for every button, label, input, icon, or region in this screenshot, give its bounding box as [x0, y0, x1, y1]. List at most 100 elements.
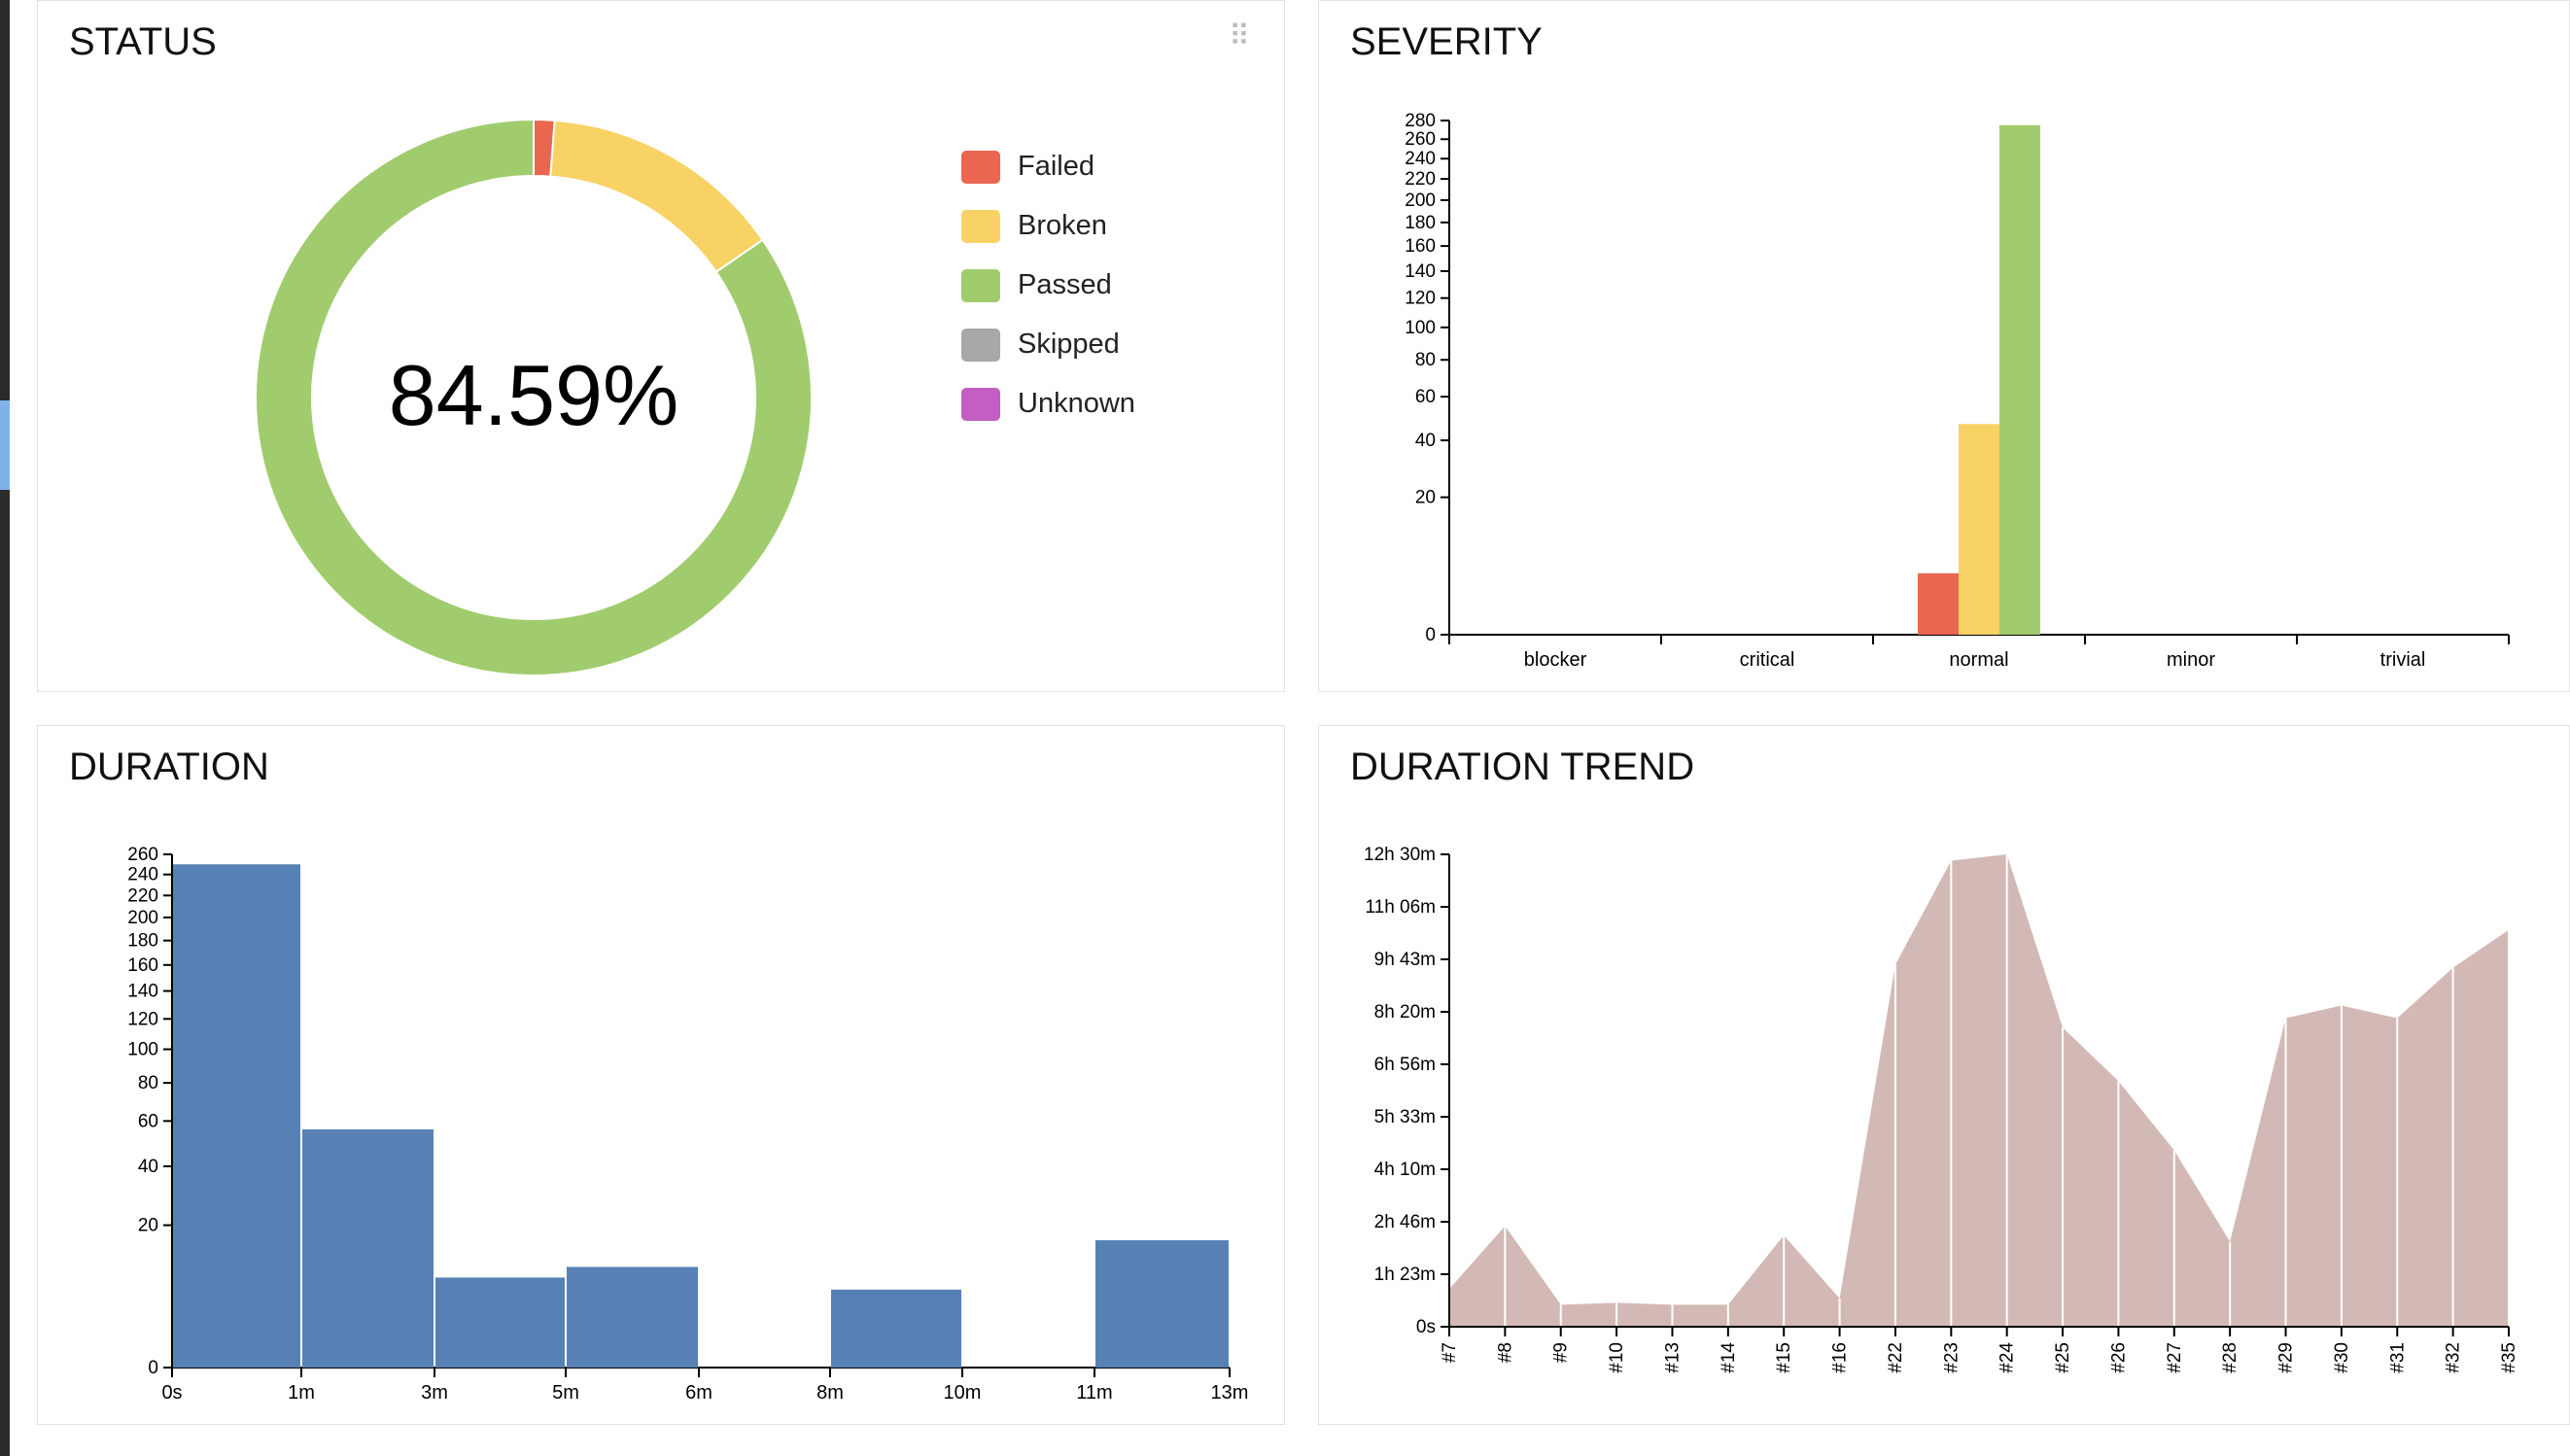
- x-tick-label: #8: [1495, 1342, 1515, 1363]
- legend-swatch: [961, 150, 1000, 184]
- duration-trend-area: [1449, 854, 2509, 1327]
- duration-trend-widget-title: DURATION TREND: [1350, 745, 1695, 788]
- x-tick-label: #35: [2499, 1342, 2519, 1373]
- x-tick-label: trivial: [2380, 649, 2426, 671]
- x-tick-label: 1m: [288, 1382, 315, 1404]
- histogram-bar-3m-5m: [435, 1277, 565, 1368]
- legend-label: Broken: [1018, 210, 1107, 241]
- legend-label: Passed: [1018, 269, 1112, 300]
- x-tick-label: #16: [1830, 1342, 1851, 1373]
- y-tick-label: 180: [127, 931, 158, 952]
- histogram-bar-1m-3m: [302, 1128, 434, 1368]
- drag-handle-icon[interactable]: ⠿: [1229, 20, 1250, 52]
- x-tick-label: blocker: [1524, 649, 1587, 671]
- x-tick-label: 11m: [1076, 1382, 1112, 1404]
- y-tick-label: 60: [138, 1111, 158, 1131]
- y-tick-label: 11h 06m: [1365, 897, 1436, 918]
- severity-widget-title: SEVERITY: [1350, 20, 1543, 63]
- y-tick-label: 20: [1415, 488, 1436, 508]
- y-tick-label: 80: [138, 1073, 158, 1093]
- legend-swatch: [961, 387, 1000, 421]
- y-tick-label: 220: [1405, 169, 1436, 190]
- y-tick-label: 6h 56m: [1374, 1055, 1436, 1075]
- y-tick-label: 260: [1405, 129, 1436, 150]
- y-tick-label: 100: [1405, 318, 1436, 338]
- y-tick-label: 2h 46m: [1374, 1212, 1436, 1232]
- x-tick-label: 5m: [552, 1382, 579, 1404]
- status-widget: STATUS ⠿ 84.59% Failed Broken Passed Skippe…: [37, 0, 1285, 692]
- y-tick-label: 12h 30m: [1364, 845, 1436, 865]
- histogram-bar-0s-1m: [173, 864, 300, 1368]
- y-tick-label: 8h 20m: [1374, 1002, 1436, 1023]
- x-tick-label: #15: [1774, 1342, 1794, 1373]
- y-tick-label: 140: [1405, 261, 1436, 282]
- x-tick-label: #28: [2220, 1342, 2240, 1373]
- x-tick-label: 8m: [816, 1382, 844, 1404]
- y-tick-label: 240: [127, 865, 158, 885]
- x-tick-label: 6m: [685, 1382, 712, 1404]
- x-tick-label: #22: [1886, 1342, 1906, 1373]
- x-tick-label: #32: [2444, 1342, 2464, 1373]
- y-tick-label: 0s: [1416, 1317, 1436, 1337]
- y-tick-label: 260: [127, 845, 158, 865]
- legend-item-skipped[interactable]: Skipped: [961, 315, 1135, 374]
- scroll-indicator[interactable]: [0, 400, 10, 490]
- x-tick-label: #25: [2053, 1342, 2073, 1373]
- window-edge: [0, 0, 10, 1456]
- x-tick-label: #9: [1551, 1342, 1572, 1363]
- bar-normal-failed: [1918, 572, 1959, 635]
- severity-widget: SEVERITY 0 20 40 60 80 100 120 140 160 180 200 220 2…: [1318, 0, 2570, 692]
- legend-item-broken[interactable]: Broken: [961, 196, 1135, 256]
- y-tick-label: 280: [1405, 111, 1436, 131]
- donut-slice-broken: [549, 119, 765, 274]
- y-tick-label: 60: [1415, 387, 1436, 407]
- y-tick-label: 200: [1405, 191, 1436, 211]
- y-tick-label: 4h 10m: [1374, 1160, 1436, 1180]
- y-tick-label: 160: [1405, 236, 1436, 257]
- x-tick-label: #10: [1607, 1342, 1627, 1373]
- legend-item-unknown[interactable]: Unknown: [961, 374, 1135, 433]
- duration-widget: DURATION 0 20 40 60 80 100 120 140 160 180 200 220 2…: [37, 725, 1285, 1425]
- y-tick-label: 120: [1405, 289, 1436, 309]
- x-tick-label: #23: [1941, 1342, 1962, 1373]
- histogram-bar-11m-13m: [1095, 1240, 1229, 1368]
- y-tick-label: 1h 23m: [1374, 1265, 1436, 1285]
- x-tick-label: minor: [2167, 649, 2215, 671]
- y-tick-label: 140: [127, 982, 158, 1002]
- duration-trend-widget: DURATION TREND 0s 1h 23m 2h 46m 4h 10m 5h 33…: [1318, 725, 2570, 1425]
- x-tick-label: #14: [1719, 1342, 1739, 1373]
- bar-normal-passed: [1999, 124, 2040, 635]
- status-percentage: 84.59%: [389, 347, 678, 443]
- y-tick-label: 40: [138, 1157, 158, 1177]
- legend-swatch: [961, 268, 1000, 302]
- legend-item-failed[interactable]: Failed: [961, 137, 1135, 196]
- x-tick-label: #30: [2332, 1342, 2352, 1373]
- y-tick-label: 80: [1415, 350, 1436, 370]
- donut-slice-passed: [255, 118, 813, 676]
- x-tick-label: #26: [2108, 1342, 2129, 1373]
- status-widget-title: STATUS: [69, 20, 217, 63]
- status-donut-chart: 84.59%: [255, 118, 813, 676]
- x-tick-label: critical: [1740, 649, 1795, 671]
- y-tick-label: 100: [127, 1040, 158, 1060]
- legend-swatch: [961, 328, 1000, 362]
- x-tick-label: #13: [1662, 1342, 1683, 1373]
- x-tick-label: #27: [2165, 1342, 2185, 1373]
- x-tick-label: 0s: [161, 1382, 182, 1404]
- legend-label: Failed: [1018, 151, 1094, 182]
- y-tick-label: 180: [1405, 213, 1436, 233]
- histogram-bar-5m-6m: [567, 1266, 698, 1368]
- x-tick-label: 3m: [421, 1382, 448, 1404]
- x-tick-label: 13m: [1211, 1382, 1249, 1404]
- y-tick-label: 5h 33m: [1374, 1107, 1436, 1127]
- x-tick-label: #7: [1440, 1342, 1460, 1363]
- y-tick-label: 9h 43m: [1374, 950, 1436, 970]
- histogram-bar-8m-10m: [831, 1289, 961, 1368]
- duration-trend-area-chart: 0s 1h 23m 2h 46m 4h 10m 5h 33m 6h 56m 8h 20m 9h…: [1364, 845, 2519, 1373]
- y-tick-label: 220: [127, 885, 158, 906]
- x-tick-label: normal: [1949, 649, 2008, 671]
- legend-item-passed[interactable]: Passed: [961, 256, 1135, 315]
- bar-normal-broken: [1959, 424, 1999, 635]
